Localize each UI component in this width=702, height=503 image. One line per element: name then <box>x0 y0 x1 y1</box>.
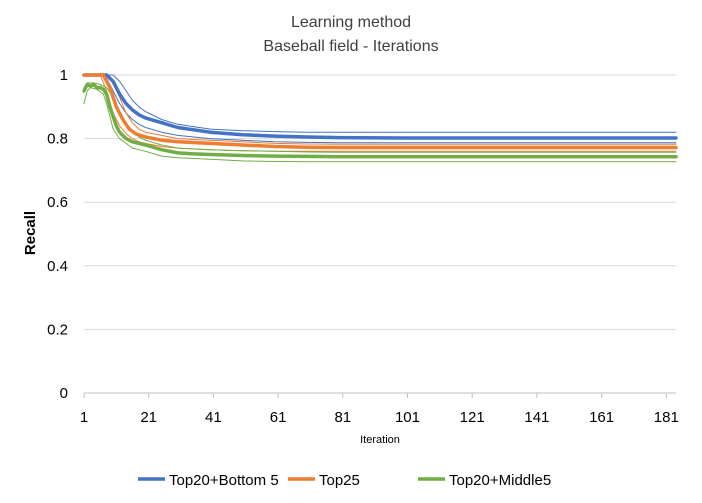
x-tick-label: 81 <box>334 409 351 426</box>
series-1-mean-line <box>82 73 678 150</box>
legend-label: Top20+Middle5 <box>449 472 551 489</box>
x-tick-label: 181 <box>654 409 679 426</box>
x-axis-ticks: 1 21 41 61 81 101 121 141 161 181 <box>80 393 679 426</box>
legend-label: Top25 <box>319 472 360 489</box>
y-axis-title: Recall <box>22 211 39 255</box>
chart-title: Learning method <box>291 14 411 31</box>
y-tick-label: 0.2 <box>47 321 68 338</box>
x-axis-title: Iteration <box>360 434 400 446</box>
y-axis-ticks: 0 0.2 0.4 0.6 0.8 1 <box>47 67 68 402</box>
x-tick-label: 61 <box>270 409 287 426</box>
x-tick-label: 101 <box>395 409 420 426</box>
x-tick-label: 161 <box>589 409 614 426</box>
series-0-upper-line <box>83 74 677 133</box>
series-2-mean-line <box>82 82 678 159</box>
y-tick-label: 1 <box>60 67 68 84</box>
gridlines <box>84 74 676 330</box>
y-tick-label: 0.4 <box>47 258 68 275</box>
y-tick-label: 0.8 <box>47 131 68 148</box>
x-tick-label: 1 <box>80 409 88 426</box>
series-lines <box>82 73 678 163</box>
x-tick-label: 141 <box>524 409 549 426</box>
legend: Top20+Bottom 5 Top25 Top20+Middle5 <box>138 472 551 489</box>
y-tick-label: 0.6 <box>47 194 68 211</box>
legend-label: Top20+Bottom 5 <box>169 472 279 489</box>
x-tick-label: 121 <box>460 409 485 426</box>
y-tick-label: 0 <box>60 385 68 402</box>
x-tick-label: 41 <box>205 409 222 426</box>
series-2-lower-line <box>83 87 677 163</box>
series-0-mean-line <box>82 73 678 140</box>
chart-subtitle: Baseball field - Iterations <box>263 38 438 55</box>
x-tick-label: 21 <box>140 409 157 426</box>
series-2-upper-line <box>83 82 677 153</box>
